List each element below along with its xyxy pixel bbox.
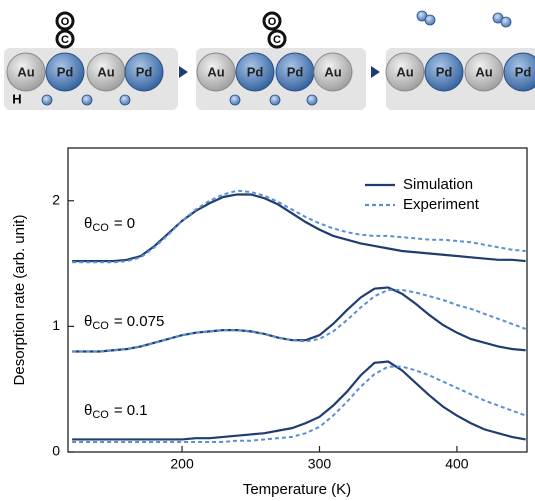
annotation: θCO = 0.1 — [84, 402, 148, 421]
h-atom — [424, 14, 436, 26]
co-atom — [267, 29, 287, 49]
line — [72, 286, 526, 353]
co-atom — [55, 11, 75, 31]
h-atom — [41, 94, 53, 106]
atom — [313, 52, 353, 92]
h-atom — [500, 16, 512, 28]
x-tick-label: 300 — [308, 456, 332, 472]
x-tick-label: 400 — [445, 456, 469, 472]
arrow — [179, 66, 188, 78]
atom-label: Pd — [515, 64, 532, 79]
legend-label: Simulation — [403, 176, 473, 193]
atom-label: Pd — [247, 64, 264, 79]
atom — [464, 52, 504, 92]
atom-label: Au — [324, 64, 341, 79]
annotation-text: = 0 — [114, 215, 135, 232]
annotation-subscript: CO — [92, 222, 109, 234]
h-atom — [269, 94, 281, 106]
atom-label: Pd — [57, 64, 74, 79]
atom — [235, 52, 275, 92]
atom-label: Au — [396, 64, 413, 79]
atom — [6, 52, 46, 92]
atom-label: Au — [207, 64, 224, 79]
line — [72, 288, 526, 353]
y-tick-label: 2 — [52, 191, 60, 207]
atom-label: Pd — [436, 64, 453, 79]
co-label: O — [61, 16, 70, 28]
arrow — [371, 66, 380, 78]
atom — [196, 52, 236, 92]
annotation: θCO = 0.075 — [84, 313, 164, 332]
annotation-text: = 0.075 — [114, 313, 164, 330]
line — [72, 189, 526, 264]
line — [72, 360, 526, 441]
annotation-symbol: θ — [84, 402, 92, 419]
co-label: O — [268, 16, 277, 28]
co-atom — [55, 29, 75, 49]
h-label: H — [12, 91, 21, 106]
h-atom — [229, 94, 241, 106]
h-atom — [81, 94, 93, 106]
y-tick-label: 0 — [52, 443, 60, 459]
atom-label: Pd — [287, 64, 304, 79]
x-tick-label: 200 — [170, 456, 194, 472]
annotation-subscript: CO — [92, 320, 109, 332]
y-axis-label: Desorption rate (arb. unit) — [11, 215, 28, 386]
annotation-text: = 0.1 — [114, 402, 148, 419]
y-tick-label: 1 — [52, 317, 60, 333]
annotation-subscript: CO — [92, 409, 109, 421]
atom-label: Au — [97, 64, 114, 79]
line — [72, 193, 526, 263]
atom-label: Au — [17, 64, 34, 79]
h-atom — [306, 94, 318, 106]
atom-label: Pd — [136, 64, 153, 79]
co-label: C — [61, 34, 69, 46]
plot-frame — [67, 147, 528, 453]
h-atom — [119, 94, 131, 106]
annotation-symbol: θ — [84, 313, 92, 330]
annotation-symbol: θ — [84, 215, 92, 232]
atom-label: Au — [475, 64, 492, 79]
atom — [424, 52, 464, 92]
legend-label: Experiment — [403, 196, 480, 213]
chart: Temperature (K) Desorption rate (arb. un… — [11, 147, 528, 498]
atom — [385, 52, 425, 92]
atom — [45, 52, 85, 92]
line — [72, 365, 526, 443]
atom — [124, 52, 164, 92]
co-label: C — [273, 34, 281, 46]
annotation: θCO = 0 — [84, 215, 135, 234]
co-atom — [262, 11, 282, 31]
x-axis-label: Temperature (K) — [243, 481, 351, 498]
atom — [503, 52, 535, 92]
